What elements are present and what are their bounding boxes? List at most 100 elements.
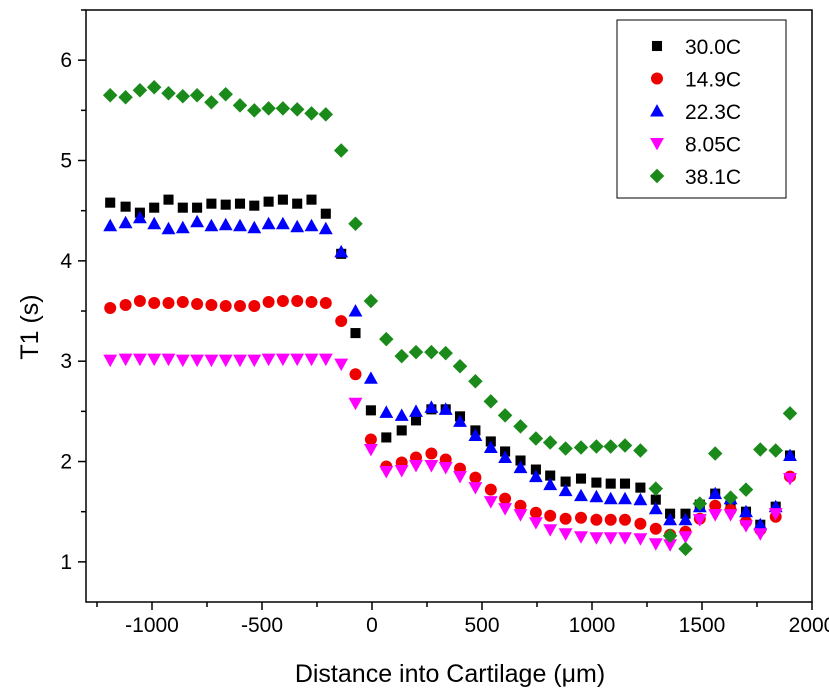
data-point — [560, 476, 571, 487]
legend-label: 38.1C — [685, 166, 741, 189]
data-point — [558, 528, 573, 541]
data-point — [528, 469, 543, 483]
data-point — [498, 503, 513, 516]
data-point — [425, 447, 438, 460]
data-point — [575, 473, 587, 484]
plot-frame — [85, 9, 813, 603]
data-point — [146, 80, 162, 95]
y-tick-label: 4 — [60, 250, 72, 273]
data-point — [192, 202, 203, 213]
data-point — [469, 471, 482, 484]
data-point — [574, 531, 588, 544]
data-point — [147, 216, 162, 230]
data-point — [408, 344, 424, 360]
data-point — [603, 532, 618, 545]
data-point — [409, 459, 423, 473]
data-point — [468, 374, 483, 389]
data-point — [663, 539, 678, 552]
y-tick-label: 6 — [60, 49, 72, 72]
data-point — [438, 345, 453, 361]
data-point — [559, 512, 572, 525]
data-point — [263, 196, 274, 207]
data-point — [410, 415, 422, 426]
data-point — [650, 494, 661, 505]
data-point — [768, 443, 783, 458]
data-point — [753, 442, 768, 457]
data-point — [438, 462, 453, 475]
series-22-3c — [103, 210, 797, 531]
x-tick-label: -1000 — [125, 614, 179, 637]
data-point — [132, 210, 147, 224]
data-point — [589, 532, 604, 545]
data-point — [483, 394, 499, 409]
data-point — [348, 216, 363, 231]
data-point — [649, 522, 662, 535]
legend-label: 8.05C — [685, 134, 741, 157]
data-point — [365, 405, 376, 416]
data-point — [220, 199, 231, 210]
data-point — [234, 198, 246, 209]
legend-label: 14.9C — [685, 69, 741, 92]
data-point — [603, 439, 618, 454]
legend-marker — [650, 104, 664, 117]
data-point — [708, 486, 723, 500]
data-point — [723, 509, 738, 522]
data-point — [333, 143, 349, 158]
data-point — [753, 517, 768, 531]
x-tick-label: 500 — [464, 614, 499, 637]
x-tick-label: 0 — [366, 614, 378, 637]
data-point — [162, 297, 175, 309]
data-point — [783, 448, 797, 462]
data-point — [102, 88, 118, 103]
data-point — [424, 344, 439, 360]
data-point — [247, 103, 262, 118]
y-tick-label: 3 — [60, 350, 72, 373]
data-point — [104, 302, 117, 314]
data-point — [363, 443, 378, 457]
data-point — [334, 358, 349, 372]
data-point — [132, 353, 147, 367]
data-point — [318, 221, 333, 235]
data-point — [334, 244, 349, 258]
data-point — [409, 404, 423, 417]
data-point — [424, 459, 439, 473]
data-point — [261, 216, 276, 230]
data-point — [590, 513, 603, 526]
data-point — [768, 508, 783, 521]
legend-marker — [651, 72, 663, 85]
x-axis-label: Distance into Cartilage (μm) — [295, 660, 605, 688]
data-point — [453, 414, 467, 427]
data-point — [499, 492, 512, 505]
data-point — [176, 296, 189, 308]
data-point — [574, 488, 588, 502]
data-point — [543, 477, 558, 491]
data-point — [707, 446, 723, 461]
data-point — [335, 315, 348, 328]
data-point — [497, 408, 513, 423]
y-tick-label: 2 — [60, 451, 72, 474]
data-point — [739, 520, 753, 533]
data-point — [692, 514, 707, 527]
data-point — [364, 433, 377, 446]
data-point — [120, 201, 131, 212]
data-point — [304, 353, 319, 367]
data-point — [204, 95, 219, 110]
data-point — [292, 198, 303, 209]
legend-marker — [650, 137, 664, 151]
data-point — [452, 358, 468, 374]
data-point — [290, 353, 305, 367]
data-point — [783, 473, 797, 486]
data-point — [529, 506, 542, 519]
data-point — [305, 296, 318, 308]
data-point — [177, 202, 188, 213]
data-point — [513, 419, 528, 434]
data-point — [394, 465, 409, 478]
data-point — [753, 528, 768, 541]
data-point — [175, 354, 190, 368]
data-point — [678, 541, 693, 557]
data-point — [484, 483, 497, 496]
x-tick-label: 2000 — [789, 614, 829, 637]
data-point — [161, 86, 176, 101]
series-30-0c — [105, 194, 796, 530]
data-point — [530, 464, 541, 475]
